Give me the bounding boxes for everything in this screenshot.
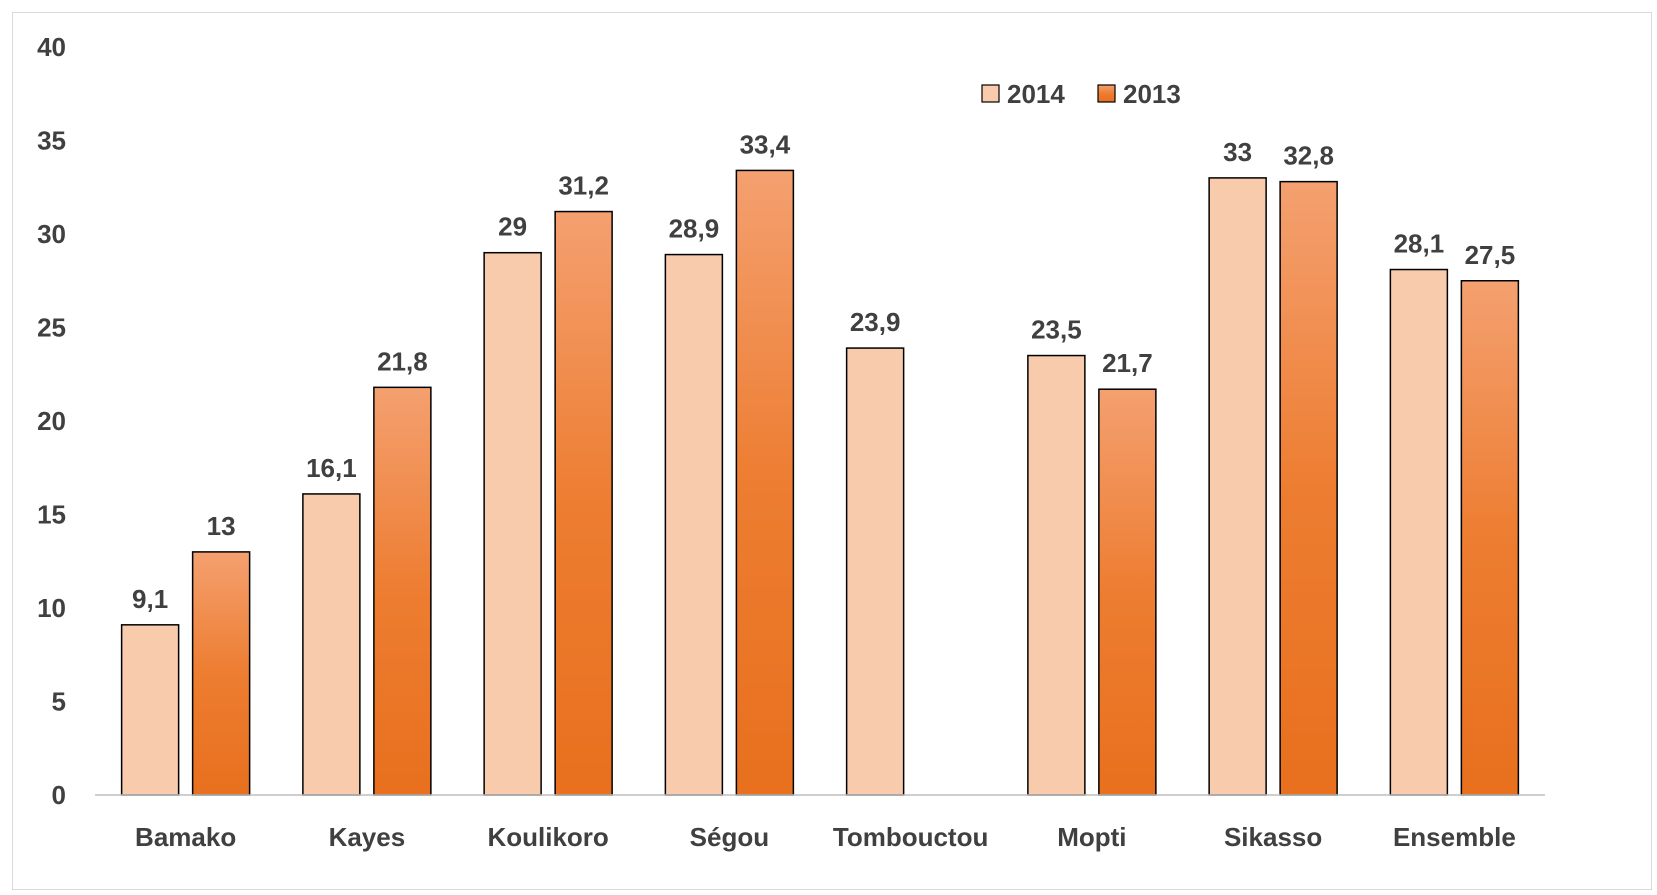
data-label-2014: 33 bbox=[1223, 137, 1252, 167]
bar-2014 bbox=[1027, 354, 1086, 796]
legend-swatch-2013 bbox=[1097, 84, 1116, 103]
bar-2014 bbox=[120, 624, 180, 796]
y-tick-label: 25 bbox=[37, 313, 66, 343]
bar-2014 bbox=[845, 347, 905, 796]
y-axis: 0 5 10 15 20 25 30 35 40 bbox=[37, 32, 66, 810]
data-label-2014: 28,9 bbox=[669, 214, 720, 244]
data-label-2013: 31,2 bbox=[558, 171, 609, 201]
legend-swatch-2014 bbox=[981, 84, 1000, 103]
bar-2013 bbox=[554, 210, 613, 796]
data-label-2014: 23,5 bbox=[1031, 315, 1082, 345]
bars bbox=[120, 169, 1520, 796]
x-category-label: Kayes bbox=[329, 822, 406, 852]
legend-label-2014: 2014 bbox=[1007, 79, 1065, 109]
y-tick-label: 20 bbox=[37, 406, 66, 436]
bar-2014 bbox=[664, 253, 724, 796]
bar-2013 bbox=[373, 386, 432, 796]
y-tick-label: 40 bbox=[37, 32, 66, 62]
y-tick-label: 35 bbox=[37, 126, 66, 156]
bar-2014 bbox=[1208, 177, 1267, 796]
y-tick-label: 10 bbox=[37, 593, 66, 623]
bar-2013 bbox=[191, 551, 251, 796]
data-label-2014: 16,1 bbox=[306, 453, 357, 483]
data-label-2014: 9,1 bbox=[132, 584, 168, 614]
x-category-label: Koulikoro bbox=[487, 822, 608, 852]
data-label-2014: 23,9 bbox=[850, 307, 901, 337]
legend-label-2013: 2013 bbox=[1123, 79, 1181, 109]
data-label-2013: 33,4 bbox=[740, 129, 791, 159]
x-category-label: Bamako bbox=[135, 822, 236, 852]
bar-2014 bbox=[483, 251, 542, 796]
x-axis: Bamako Kayes Koulikoro Ségou Tombouctou Mopti… bbox=[135, 822, 1516, 852]
x-category-label: Tombouctou bbox=[833, 822, 988, 852]
data-label-2013: 32,8 bbox=[1283, 141, 1334, 171]
data-label-2013: 21,8 bbox=[377, 346, 428, 376]
data-label-2014: 28,1 bbox=[1394, 229, 1445, 259]
data-label-2013: 13 bbox=[207, 511, 236, 541]
x-category-label: Mopti bbox=[1057, 822, 1126, 852]
chart-frame bbox=[12, 12, 1652, 890]
y-tick-label: 5 bbox=[52, 687, 66, 717]
legend: 2014 2013 bbox=[981, 79, 1181, 109]
bar-2013 bbox=[735, 169, 795, 796]
data-labels: 9,1 13 16,1 21,8 29 31,2 28,9 33,4 23,9 23,5 21,7 3… bbox=[132, 129, 1515, 613]
y-tick-label: 15 bbox=[37, 500, 66, 530]
data-label-2013: 21,7 bbox=[1102, 348, 1153, 378]
x-category-label: Ségou bbox=[690, 822, 769, 852]
y-tick-label: 30 bbox=[37, 219, 66, 249]
bar-2014 bbox=[302, 493, 361, 796]
bar-2013 bbox=[1098, 388, 1157, 796]
data-label-2013: 27,5 bbox=[1465, 240, 1516, 270]
bar-2013 bbox=[1279, 180, 1338, 796]
bar-2013 bbox=[1460, 280, 1520, 796]
y-tick-label: 0 bbox=[52, 780, 66, 810]
data-label-2014: 29 bbox=[498, 212, 527, 242]
x-category-label: Sikasso bbox=[1224, 822, 1322, 852]
bar-2014 bbox=[1389, 268, 1449, 796]
x-category-label: Ensemble bbox=[1393, 822, 1516, 852]
